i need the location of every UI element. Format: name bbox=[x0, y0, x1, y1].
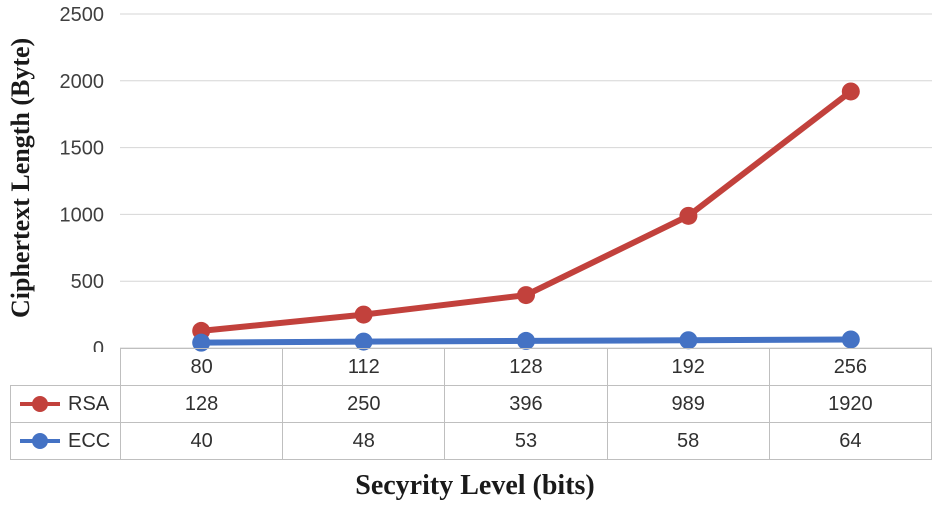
ecc-value-cell: 40 bbox=[119, 422, 284, 460]
svg-text:500: 500 bbox=[71, 271, 104, 293]
x-axis-title: Secyrity Level (bits) bbox=[355, 470, 595, 501]
rsa-value-cell: 989 bbox=[606, 385, 770, 423]
line-chart: 0 500 1000 1500 2000 2500 bbox=[60, 4, 932, 352]
category-row: 80 112 128 192 256 bbox=[11, 348, 933, 386]
series-lines bbox=[192, 82, 860, 352]
category-cell: 80 bbox=[119, 348, 284, 386]
rsa-value-cell: 1920 bbox=[768, 385, 933, 423]
ecc-legend-label: ECC bbox=[68, 429, 111, 452]
data-table: 80 112 128 192 256 RSA 128 250 bbox=[10, 348, 933, 460]
ecc-value-cell: 53 bbox=[444, 422, 608, 460]
category-cell: 192 bbox=[606, 348, 770, 386]
category-cell: 128 bbox=[444, 348, 608, 386]
svg-text:2500: 2500 bbox=[60, 4, 105, 26]
ecc-value-cell: 64 bbox=[768, 422, 933, 460]
rsa-legend-label: RSA bbox=[68, 392, 110, 415]
rsa-value-cell: 250 bbox=[282, 385, 446, 423]
rsa-legend-marker-icon bbox=[20, 396, 60, 412]
ecc-row: ECC 40 48 53 58 64 bbox=[10, 422, 933, 460]
ecc-value-cell: 48 bbox=[282, 422, 446, 460]
rsa-value-cell: 128 bbox=[119, 385, 284, 423]
svg-text:0: 0 bbox=[93, 338, 104, 352]
ecc-legend-marker-icon bbox=[20, 433, 60, 449]
legend-ecc: ECC bbox=[10, 422, 121, 460]
svg-text:2000: 2000 bbox=[60, 71, 105, 93]
category-cell: 256 bbox=[768, 348, 933, 386]
svg-text:1000: 1000 bbox=[60, 204, 105, 226]
rsa-value-cell: 396 bbox=[444, 385, 608, 423]
y-tick-labels: 0 500 1000 1500 2000 2500 bbox=[60, 4, 105, 352]
rsa-row: RSA 128 250 396 989 1920 bbox=[10, 385, 933, 423]
ecc-value-cell: 58 bbox=[606, 422, 770, 460]
table-corner-cell bbox=[11, 349, 121, 386]
legend-rsa: RSA bbox=[10, 385, 121, 423]
category-cell: 112 bbox=[282, 348, 446, 386]
svg-text:1500: 1500 bbox=[60, 138, 105, 160]
